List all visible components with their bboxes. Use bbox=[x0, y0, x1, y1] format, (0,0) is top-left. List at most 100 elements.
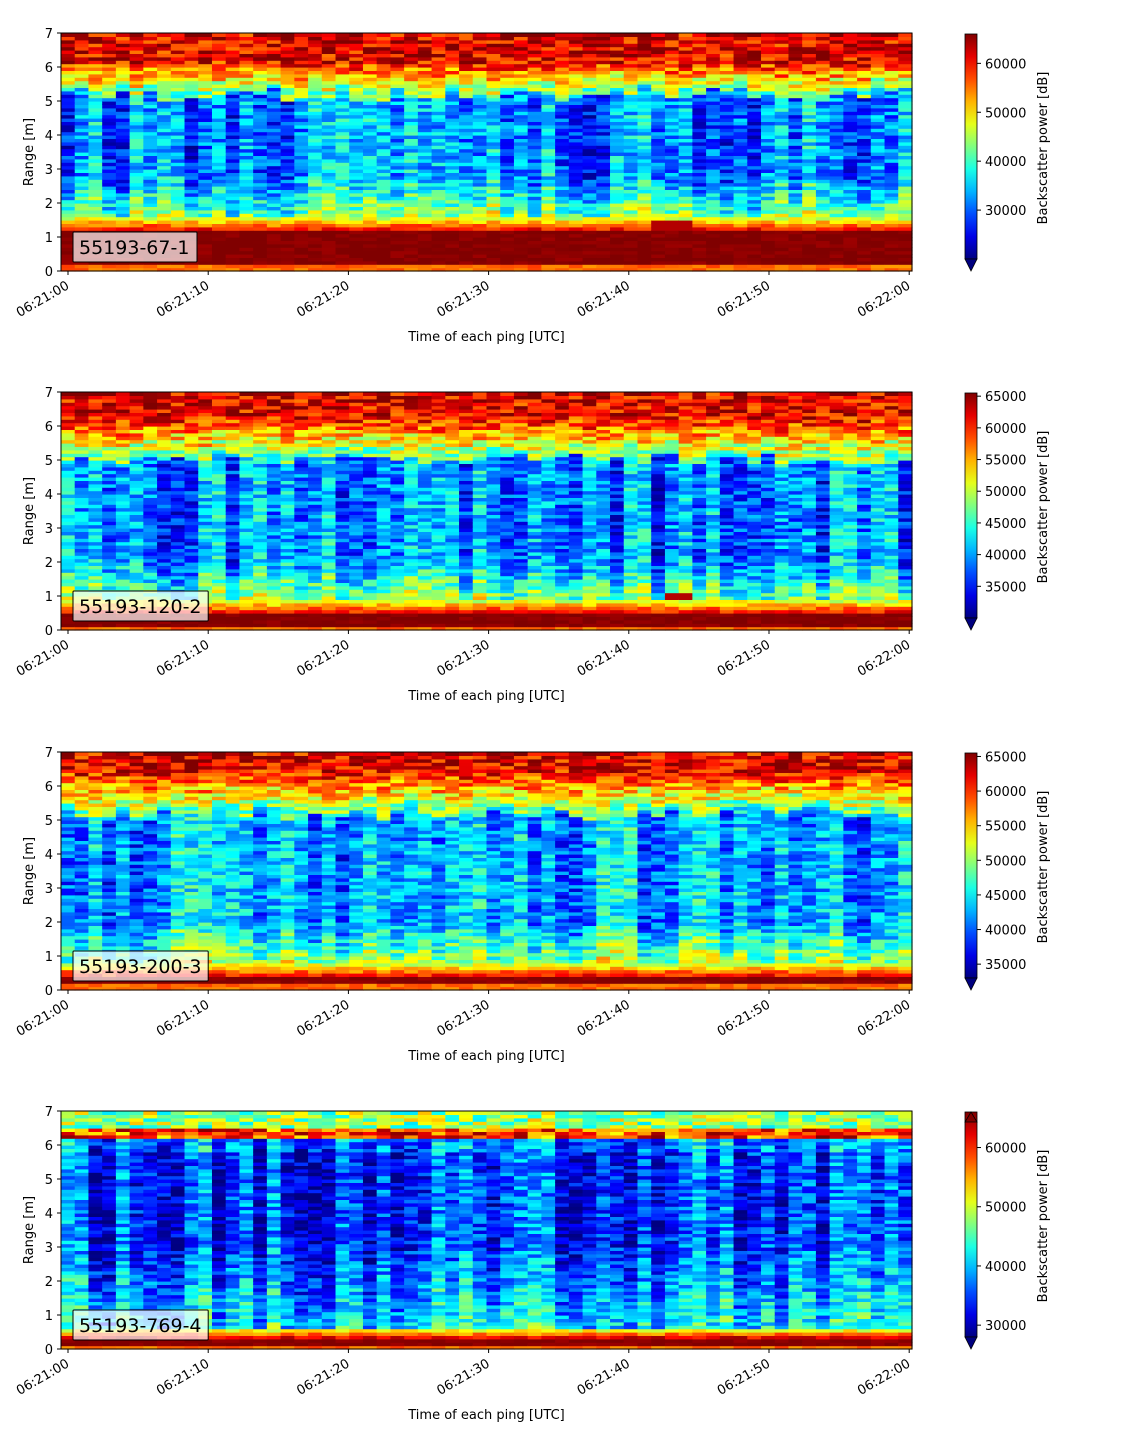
heatmap-cell bbox=[719, 250, 735, 255]
heatmap-cell bbox=[362, 135, 378, 139]
heatmap-cell bbox=[321, 206, 337, 211]
heatmap-cell bbox=[362, 39, 378, 44]
heatmap-cell bbox=[500, 243, 515, 248]
heatmap-cell bbox=[362, 155, 378, 160]
heatmap-cell bbox=[623, 209, 639, 214]
heatmap-cell bbox=[88, 152, 103, 156]
heatmap-cell bbox=[376, 233, 392, 238]
heatmap-cell bbox=[733, 226, 748, 231]
heatmap-cell bbox=[184, 56, 199, 61]
heatmap-cell bbox=[102, 128, 117, 133]
heatmap-cell bbox=[61, 145, 76, 150]
heatmap-cell bbox=[541, 148, 556, 153]
heatmap-cell bbox=[280, 158, 295, 163]
heatmap-cell bbox=[308, 162, 323, 167]
heatmap-cell bbox=[815, 148, 831, 153]
heatmap-cell bbox=[88, 216, 103, 221]
heatmap-cell bbox=[459, 165, 474, 170]
heatmap-cell bbox=[115, 209, 131, 214]
heatmap-cell bbox=[74, 97, 90, 102]
heatmap-cell bbox=[280, 264, 295, 269]
heatmap-cell bbox=[527, 165, 543, 170]
heatmap-cell bbox=[376, 43, 392, 48]
heatmap-cell bbox=[61, 97, 76, 102]
heatmap-cell bbox=[253, 63, 268, 68]
heatmap-cell bbox=[431, 192, 446, 197]
heatmap-cell bbox=[376, 196, 392, 201]
heatmap-cell bbox=[280, 247, 295, 252]
heatmap-cell bbox=[115, 213, 131, 218]
heatmap-cell bbox=[294, 237, 309, 241]
heatmap-cell bbox=[211, 155, 227, 160]
heatmap-cell bbox=[239, 104, 254, 109]
heatmap-cell bbox=[445, 243, 460, 248]
heatmap-cell bbox=[239, 124, 254, 129]
heatmap-cell bbox=[294, 111, 309, 116]
heatmap-cell bbox=[321, 216, 337, 221]
heatmap-cell bbox=[596, 131, 611, 136]
heatmap-cell bbox=[582, 264, 597, 269]
heatmap-cell bbox=[321, 186, 337, 190]
heatmap-cell bbox=[61, 104, 76, 109]
heatmap-cell bbox=[815, 264, 831, 269]
heatmap-cell bbox=[404, 128, 419, 133]
heatmap-cell bbox=[706, 250, 721, 255]
heatmap-cell bbox=[198, 213, 213, 218]
heatmap-cell bbox=[761, 131, 776, 136]
heatmap-cell bbox=[170, 73, 186, 78]
heatmap-cell bbox=[404, 240, 419, 245]
heatmap-cell bbox=[239, 97, 254, 102]
heatmap-cell bbox=[843, 209, 858, 214]
heatmap-cell bbox=[253, 97, 268, 102]
heatmap-cell bbox=[61, 101, 76, 105]
heatmap-cell bbox=[486, 148, 501, 153]
heatmap-cell bbox=[486, 33, 501, 37]
heatmap-cell bbox=[321, 199, 337, 204]
heatmap-cell bbox=[253, 90, 268, 95]
heatmap-cell bbox=[404, 33, 419, 37]
heatmap-cell bbox=[102, 487, 117, 492]
heatmap-cell bbox=[115, 56, 131, 61]
heatmap-cell bbox=[225, 209, 241, 214]
heatmap-cell bbox=[253, 233, 268, 238]
heatmap-cell bbox=[335, 145, 350, 150]
heatmap-cell bbox=[266, 250, 282, 255]
heatmap-cell bbox=[362, 199, 378, 204]
heatmap-cell bbox=[349, 179, 364, 184]
heatmap-cell bbox=[774, 209, 790, 214]
heatmap-cell bbox=[335, 186, 350, 190]
heatmap-cell bbox=[802, 199, 817, 204]
heatmap-cell bbox=[253, 257, 268, 262]
heatmap-cell bbox=[239, 172, 254, 177]
heatmap-cell bbox=[280, 206, 295, 211]
heatmap-cell bbox=[349, 63, 364, 68]
heatmap-cell bbox=[294, 257, 309, 262]
heatmap-cell bbox=[335, 237, 350, 241]
heatmap-cell bbox=[266, 237, 282, 241]
heatmap-cell bbox=[678, 33, 693, 37]
heatmap-cell bbox=[390, 36, 405, 41]
heatmap-cell bbox=[239, 206, 254, 211]
heatmap-cell bbox=[802, 182, 817, 187]
heatmap-cell bbox=[500, 233, 515, 238]
heatmap-cell bbox=[719, 199, 735, 204]
heatmap-cell bbox=[321, 128, 337, 133]
heatmap-cell bbox=[335, 131, 350, 136]
heatmap-cell bbox=[239, 254, 254, 258]
heatmap-cell bbox=[102, 206, 117, 211]
heatmap-cell bbox=[308, 128, 323, 133]
heatmap-cell bbox=[582, 209, 597, 214]
heatmap-cell bbox=[88, 504, 103, 509]
heatmap-cell bbox=[308, 60, 323, 65]
heatmap-cell bbox=[582, 192, 597, 197]
heatmap-cell bbox=[404, 192, 419, 197]
heatmap-cell bbox=[170, 124, 186, 129]
heatmap-cell bbox=[157, 97, 172, 102]
heatmap-cell bbox=[500, 264, 515, 269]
heatmap-cell bbox=[198, 175, 213, 180]
heatmap-cell bbox=[870, 226, 886, 231]
heatmap-cell bbox=[253, 138, 268, 143]
heatmap-cell bbox=[61, 152, 76, 156]
heatmap-cell bbox=[390, 169, 405, 173]
heatmap-cell bbox=[362, 121, 378, 126]
